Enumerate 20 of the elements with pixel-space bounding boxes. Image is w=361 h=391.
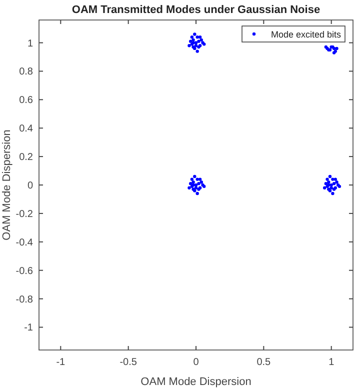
x-axis-title: OAM Mode Dispersion [140,376,252,388]
x-tick-label: -0.5 [120,357,138,368]
y-tick-label: 0.8 [19,66,34,78]
y-tick-label: 0.2 [19,152,34,164]
y-axis-title: OAM Mode Dispersion [1,130,13,240]
y-tick-label: -0.2 [16,208,34,220]
x-tick-label: 0 [193,357,200,368]
y-tick-label: -0.8 [16,294,34,306]
x-tick-label: 1 [328,357,335,368]
x-tick-label: 0.5 [256,357,272,368]
y-tick-label: -0.6 [16,266,34,277]
y-tick-label: 0.6 [19,95,34,106]
y-tick-label: -0.4 [16,237,34,248]
y-tick-label: 0 [27,180,34,192]
y-tick-label: 1 [27,38,34,50]
chart-title: OAM Transmitted Modes under Gaussian Noise [72,4,320,16]
legend-label: Mode excited bits [270,30,342,40]
x-tick-label: -1 [56,357,66,368]
y-tick-label: 0.4 [19,124,34,135]
y-tick-label: -1 [24,322,34,334]
